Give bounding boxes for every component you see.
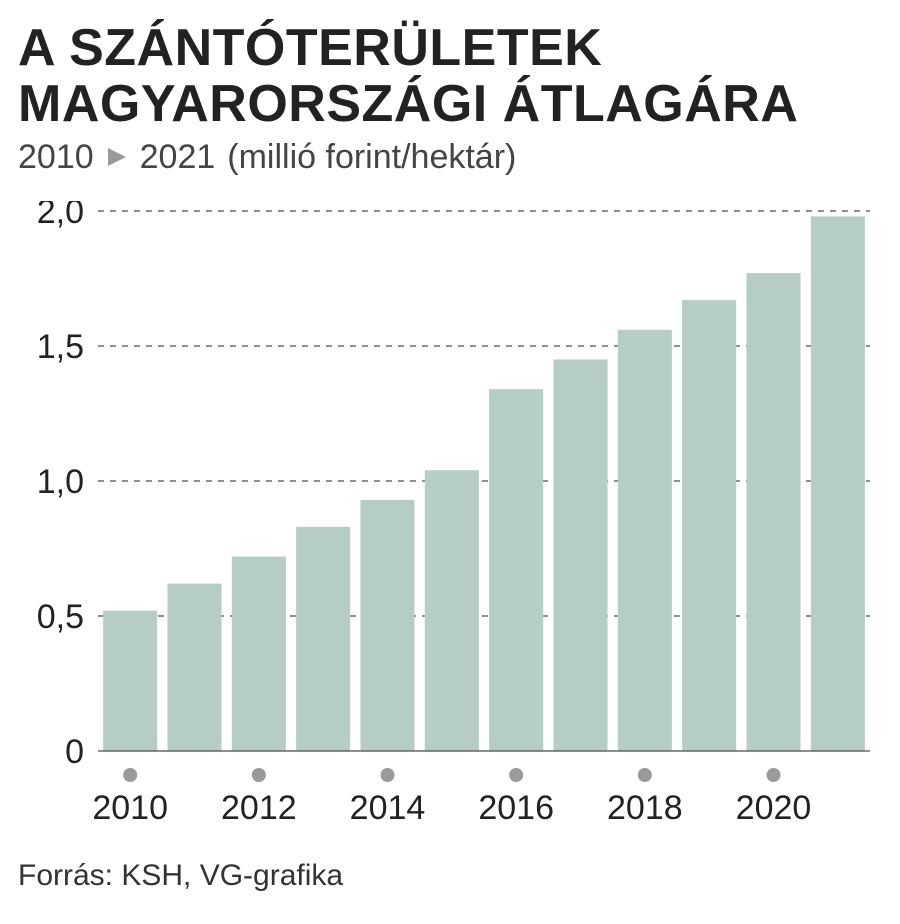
- bar: [553, 360, 607, 752]
- bar-chart: 0 0,5 1,0 1,5 2,0 2010 2012 2014 2016 2018 2020: [18, 201, 882, 841]
- bar: [232, 557, 286, 751]
- bar: [746, 273, 800, 751]
- bar: [425, 470, 479, 751]
- x-tick-label: 2012: [221, 789, 297, 827]
- chart-source: Forrás: KSH, VG-grafika: [18, 859, 882, 893]
- subtitle-year-end: 2021: [140, 138, 216, 177]
- bar: [103, 611, 157, 751]
- x-tick-label: 2014: [350, 789, 426, 827]
- chart-title-line2: MAGYARORSZÁGI ÁTLAGÁRA: [18, 76, 882, 132]
- subtitle-unit: (millió forint/hektár): [227, 138, 516, 177]
- x-tick-dot: [509, 768, 523, 782]
- x-tick-dot: [767, 768, 781, 782]
- x-tick-label: 2016: [478, 789, 554, 827]
- y-tick-label: 0,5: [37, 598, 84, 636]
- x-tick-dot: [638, 768, 652, 782]
- x-tick-label: 2010: [92, 789, 168, 827]
- chart-title-line1: A SZÁNTÓTERÜLETEK: [18, 20, 882, 76]
- bar: [296, 527, 350, 751]
- bar: [682, 300, 736, 751]
- chart-subtitle: 2010 2021 (millió forint/hektár): [18, 138, 882, 177]
- x-tick-dot: [252, 768, 266, 782]
- y-tick-label: 2,0: [37, 201, 84, 231]
- x-tick-dot: [123, 768, 137, 782]
- bar: [618, 330, 672, 751]
- y-tick-label: 1,0: [37, 463, 84, 501]
- x-tick-label: 2020: [736, 789, 812, 827]
- x-tick-label: 2018: [607, 789, 683, 827]
- bar: [360, 500, 414, 751]
- bar: [489, 389, 543, 751]
- x-tick-dot: [381, 768, 395, 782]
- play-triangle-icon: [106, 138, 128, 177]
- bar: [167, 584, 221, 751]
- subtitle-year-start: 2010: [18, 138, 94, 177]
- bar: [811, 216, 865, 751]
- y-tick-label: 1,5: [37, 328, 84, 366]
- y-tick-label: 0: [65, 733, 84, 771]
